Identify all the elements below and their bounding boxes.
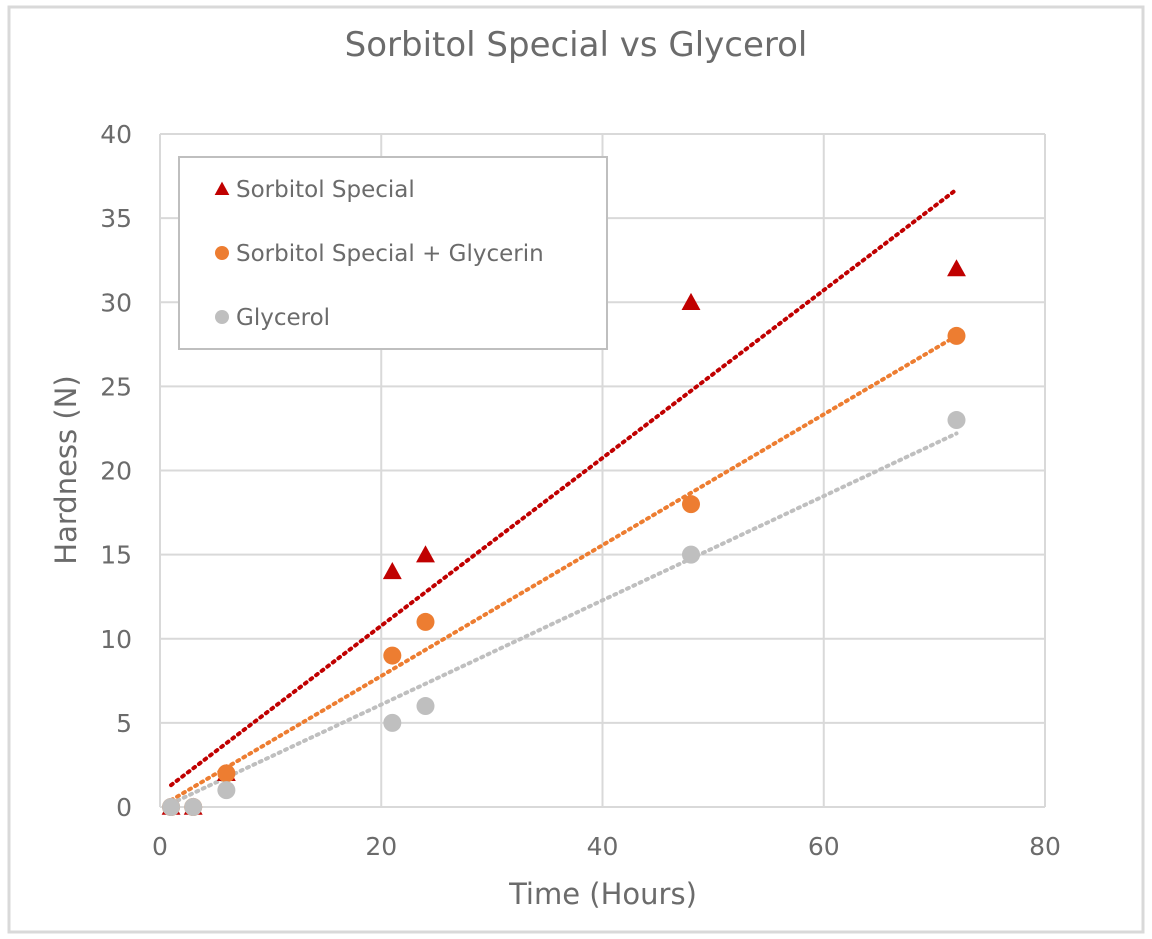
x-tick-label: 80 xyxy=(1029,832,1061,861)
legend-marker xyxy=(215,310,229,324)
data-point xyxy=(162,798,181,816)
grid xyxy=(159,133,1046,808)
data-point xyxy=(416,612,435,631)
legend-entry: Sorbitol Special + Glycerin xyxy=(236,241,544,267)
legend: Sorbitol Special Sorbitol Special + Glyce… xyxy=(178,156,608,350)
x-axis-label: Time (Hours) xyxy=(508,877,697,911)
y-tick-label: 30 xyxy=(100,288,132,317)
data-point xyxy=(383,646,402,665)
x-tick-label: 60 xyxy=(808,832,840,861)
trendline xyxy=(169,187,959,788)
legend-entry: Glycerol xyxy=(236,305,330,331)
data-point xyxy=(682,495,700,514)
data-point xyxy=(681,292,701,310)
x-tick-label: 20 xyxy=(365,832,397,861)
x-tick-label: 40 xyxy=(587,832,619,861)
y-tick-label: 10 xyxy=(100,625,132,654)
trendline xyxy=(169,333,959,803)
y-tick-label: 25 xyxy=(100,372,132,401)
y-tick-label: 5 xyxy=(116,709,132,738)
chart-title: Sorbitol Special vs Glycerol xyxy=(345,25,808,65)
data-point xyxy=(184,798,203,816)
data-point xyxy=(947,326,966,345)
data-point xyxy=(416,697,435,716)
legend-marker xyxy=(215,246,229,260)
data-point xyxy=(947,411,966,430)
y-tick-label: 15 xyxy=(100,541,132,570)
data-point xyxy=(382,562,402,580)
data-point xyxy=(947,259,966,277)
data-point xyxy=(416,545,435,563)
y-tick-label: 35 xyxy=(100,204,132,233)
data-point xyxy=(217,781,236,800)
data-point xyxy=(682,545,700,564)
trendline xyxy=(169,431,959,806)
data-points xyxy=(161,259,966,816)
y-axis-label: Hardness (N) xyxy=(49,375,83,564)
legend-box xyxy=(178,156,608,350)
trendlines xyxy=(169,187,959,806)
tick-labels: 0 5 10 15 20 25 30 35 40 0 20 40 60 80 xyxy=(100,120,1061,861)
y-tick-label: 0 xyxy=(116,793,132,822)
data-point xyxy=(217,764,236,783)
legend-entry: Sorbitol Special xyxy=(236,177,415,203)
x-tick-label: 0 xyxy=(152,832,168,861)
data-point xyxy=(383,713,402,732)
y-tick-label: 20 xyxy=(100,457,132,486)
y-tick-label: 40 xyxy=(100,120,132,149)
legend-marker xyxy=(214,181,230,195)
